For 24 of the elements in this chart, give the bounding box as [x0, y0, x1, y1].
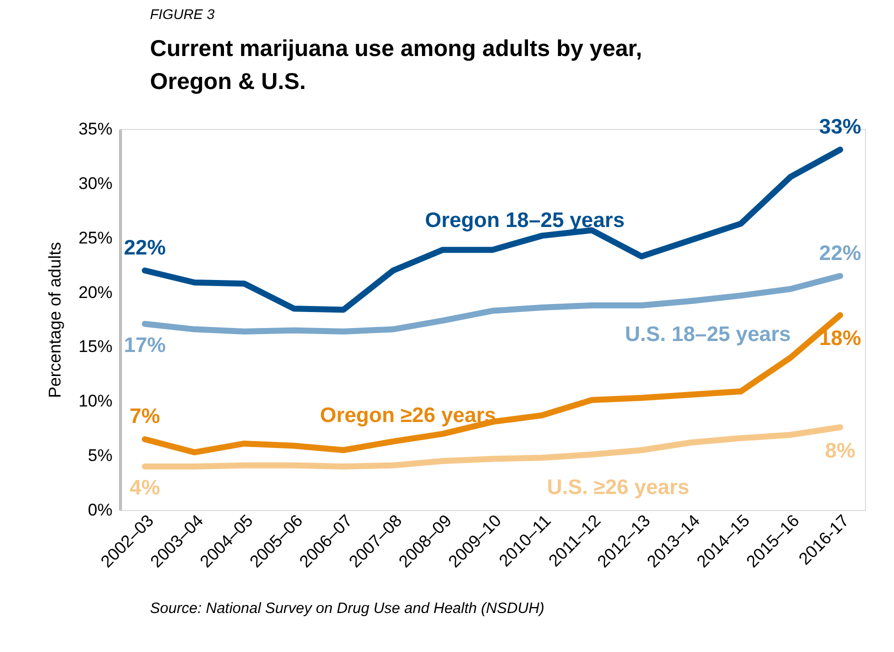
text: Oregon & U.S.: [150, 68, 306, 94]
data-label: 22%: [124, 236, 166, 260]
data-label: 4%: [130, 476, 160, 500]
y-tick-label: 10%: [78, 392, 112, 411]
caption: FIGURE 3: [150, 6, 215, 22]
series-label: Oregon 18–25 years: [425, 209, 625, 232]
y-axis-title: Percentage of adults: [45, 242, 64, 398]
y-tick-label: 15%: [78, 337, 112, 356]
text: Current marijuana use among adults by year,: [150, 35, 642, 61]
y-tick-label: 5%: [88, 446, 112, 466]
y-tick-label: 20%: [78, 282, 112, 302]
series-label: U.S. 18–25 years: [625, 323, 791, 346]
data-label: 22%: [819, 242, 862, 265]
series-label: U.S. ≥26 years: [547, 476, 690, 499]
data-label: 18%: [819, 327, 862, 350]
data-label: 17%: [124, 334, 166, 357]
data-label: 7%: [130, 405, 160, 428]
data-label: 33%: [819, 116, 862, 139]
source-note: Source: National Survey on Drug Use and Health (NSDUH): [150, 600, 544, 617]
y-tick-label: 25%: [78, 228, 112, 248]
data-label: 8%: [824, 439, 856, 462]
y-tick-label: 35%: [78, 120, 112, 138]
y-tick-label: 0%: [88, 500, 112, 520]
y-tick-label: 30%: [78, 174, 112, 193]
